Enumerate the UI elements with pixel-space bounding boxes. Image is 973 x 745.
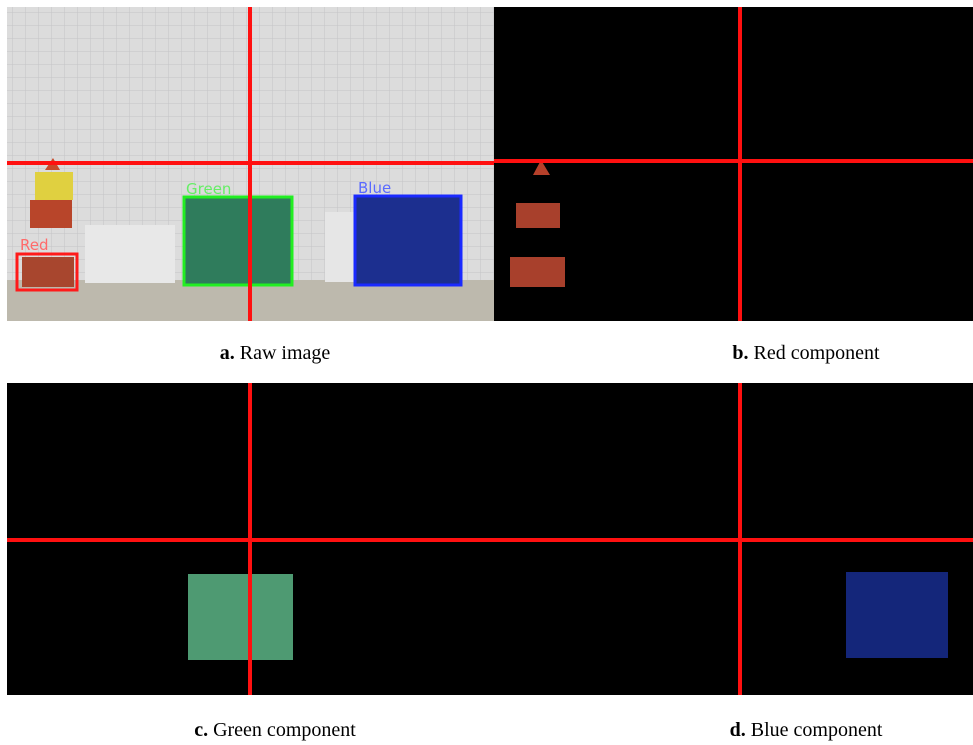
caption-text: Blue component — [751, 719, 883, 741]
caption: d. Blue component — [730, 719, 883, 741]
caption-letter: b. — [732, 342, 748, 364]
page: {"panels": [ {"letter": "a.", "caption":… — [0, 0, 973, 745]
caption-letter: c. — [194, 719, 208, 741]
caption-letter: a. — [220, 342, 235, 364]
box-label: Green — [186, 180, 231, 198]
red-component — [494, 7, 973, 321]
caption: b. Red component — [732, 342, 880, 364]
caption: a. Raw image — [220, 342, 331, 364]
box-label: Blue — [358, 179, 391, 197]
caption: c. Green component — [194, 719, 356, 741]
caption-text: Green component — [213, 719, 356, 741]
caption-text: Red component — [754, 342, 881, 364]
caption-text: Raw image — [240, 342, 331, 364]
figure: Red Green Blue a. Raw image b. Red compo… — [0, 0, 973, 745]
box-label: Red — [20, 236, 49, 254]
caption-letter: d. — [730, 719, 746, 741]
